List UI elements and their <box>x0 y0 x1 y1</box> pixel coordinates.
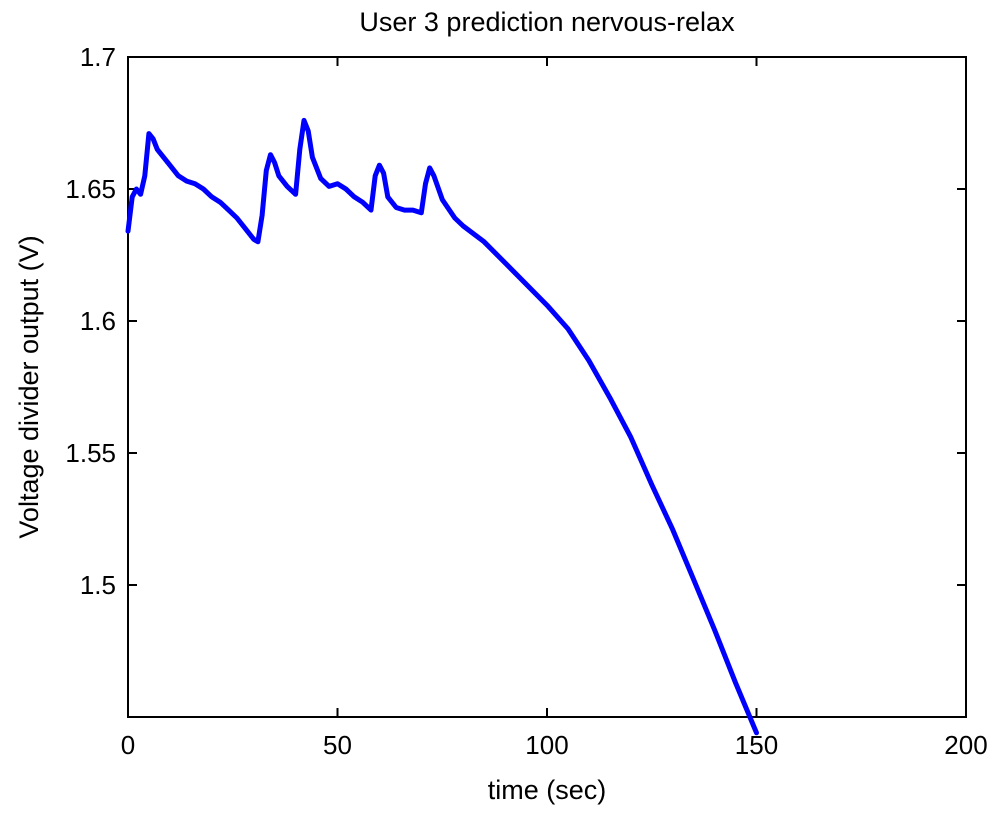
x-tick-label: 50 <box>323 730 352 760</box>
plot-area-frame <box>127 56 967 718</box>
x-tick-label: 100 <box>525 730 568 760</box>
y-tick-label: 1.7 <box>80 42 116 72</box>
y-tick-label: 1.6 <box>80 306 116 336</box>
chart-title: User 3 prediction nervous-relax <box>359 7 735 37</box>
x-axis-label: time (sec) <box>488 775 607 805</box>
x-tick-label: 0 <box>121 730 135 760</box>
y-axis: 1.5 1.55 1.6 1.65 1.7 <box>65 42 966 600</box>
y-tick-label: 1.5 <box>80 570 116 600</box>
x-tick-label: 200 <box>944 730 987 760</box>
y-tick-label: 1.55 <box>65 438 116 468</box>
y-tick-label: 1.65 <box>65 174 116 204</box>
y-axis-label: Voltage divider output (V) <box>14 235 44 538</box>
x-axis: 0 50 100 150 200 <box>121 57 988 760</box>
series-line <box>125 117 759 736</box>
